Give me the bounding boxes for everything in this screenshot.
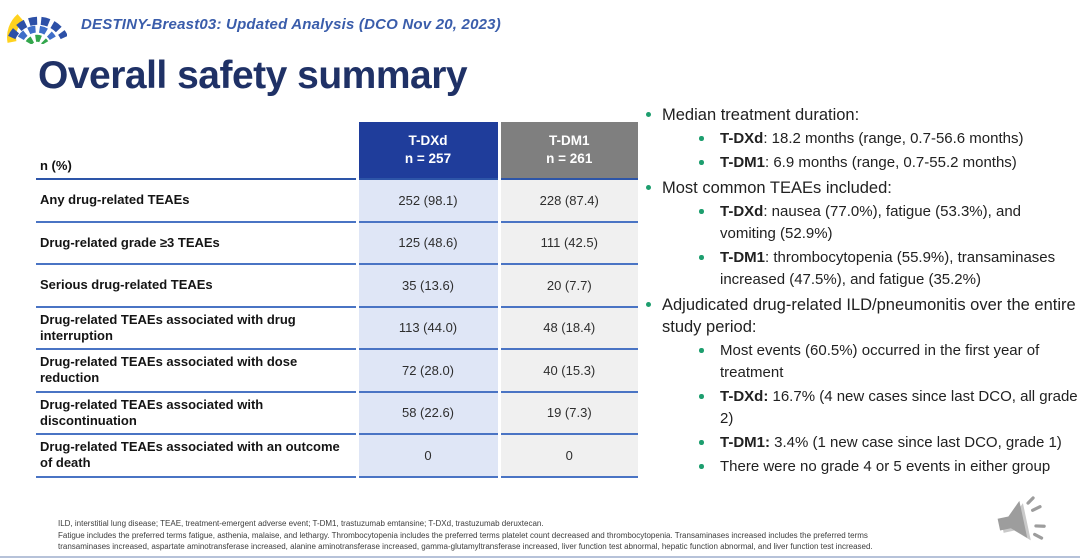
- tdm1-value: 0: [497, 434, 638, 478]
- speaker-icon[interactable]: [988, 493, 1054, 553]
- sub-bullet-item: There were no grade 4 or 5 events in eit…: [684, 456, 1078, 478]
- safety-table: n (%) T-DXd n = 257 T-DM1 n = 261 Any dr…: [36, 122, 638, 478]
- tdm1-n: n = 261: [546, 151, 593, 166]
- bullet-item: Adjudicated drug-related ILD/pneumonitis…: [644, 294, 1078, 478]
- sub-bullet-text: 16.7% (4 new cases since last DCO, all g…: [720, 388, 1078, 427]
- drug-label: T-DM1:: [720, 434, 770, 451]
- sub-bullet-item: T-DXd: 18.2 months (range, 0.7-56.6 mont…: [684, 128, 1078, 150]
- column-header-tdm1: T-DM1 n = 261: [497, 122, 638, 180]
- drug-label: T-DXd: [720, 130, 764, 147]
- drug-label: T-DM1: [720, 249, 765, 266]
- bullet-text: Adjudicated drug-related ILD/pneumonitis…: [662, 296, 1076, 336]
- tdxd-name: T-DXd: [408, 133, 448, 149]
- sub-bullet-text: : 18.2 months (range, 0.7-56.6 months): [763, 130, 1024, 147]
- sub-bullet-text: Most events (60.5%) occurred in the firs…: [720, 342, 1040, 381]
- table-row: Drug-related grade ≥3 TEAEs 125 (48.6) 1…: [36, 221, 638, 265]
- bullet-text: Most common TEAEs included:: [662, 179, 892, 197]
- conference-fan-logo: [7, 14, 67, 44]
- sub-bullet-text: : nausea (77.0%), fatigue (53.3%), and v…: [720, 203, 1022, 242]
- tdxd-value: 35 (13.6): [355, 264, 499, 308]
- sub-bullet-item: Most events (60.5%) occurred in the firs…: [684, 340, 1078, 384]
- page-title: Overall safety summary: [38, 54, 468, 97]
- sub-bullet-item: T-DM1: 6.9 months (range, 0.7-55.2 month…: [684, 152, 1078, 174]
- tdm1-value: 20 (7.7): [497, 264, 638, 308]
- footnotes: ILD, interstitial lung disease; TEAE, tr…: [58, 518, 1068, 553]
- sub-bullet-item: T-DM1: thrombocytopenia (55.9%), transam…: [684, 247, 1078, 291]
- tdxd-value: 0: [355, 434, 499, 478]
- row-label: Drug-related TEAEs associated with dose …: [36, 349, 357, 393]
- tdxd-value: 113 (44.0): [355, 306, 499, 350]
- sub-bullet-text: There were no grade 4 or 5 events in eit…: [720, 458, 1051, 475]
- sub-bullet-text: : thrombocytopenia (55.9%), transaminase…: [720, 249, 1056, 288]
- table-row: Drug-related TEAEs associated with drug …: [36, 306, 638, 350]
- drug-label: T-DXd:: [720, 388, 769, 405]
- sub-bullet-item: T-DM1: 3.4% (1 new case since last DCO, …: [684, 432, 1078, 454]
- tdm1-value: 19 (7.3): [497, 391, 638, 435]
- study-title: DESTINY-Breast03: Updated Analysis (DCO …: [81, 15, 501, 33]
- bullet-item: Most common TEAEs included: T-DXd: nause…: [644, 177, 1078, 291]
- sub-bullet-text: 3.4% (1 new case since last DCO, grade 1…: [770, 434, 1062, 451]
- table-row: Drug-related TEAEs associated with disco…: [36, 391, 638, 435]
- bottom-divider: [0, 556, 1080, 558]
- footnote-line: transaminases increased, aspartate amino…: [58, 542, 873, 551]
- table-row: Drug-related TEAEs associated with an ou…: [36, 434, 638, 478]
- table-row: Any drug-related TEAEs 252 (98.1) 228 (8…: [36, 179, 638, 223]
- tdxd-value: 72 (28.0): [355, 349, 499, 393]
- drug-label: T-DXd: [720, 203, 764, 220]
- table-row: Serious drug-related TEAEs 35 (13.6) 20 …: [36, 264, 638, 308]
- tdm1-value: 40 (15.3): [497, 349, 638, 393]
- footnote-line: ILD, interstitial lung disease; TEAE, tr…: [58, 519, 544, 528]
- row-label: Serious drug-related TEAEs: [36, 264, 357, 308]
- row-label: Drug-related TEAEs associated with an ou…: [36, 434, 357, 478]
- sub-bullet-item: T-DXd: nausea (77.0%), fatigue (53.3%), …: [684, 201, 1078, 245]
- row-header-label: n (%): [36, 122, 357, 180]
- table-row: Drug-related TEAEs associated with dose …: [36, 349, 638, 393]
- tdxd-n: n = 257: [404, 151, 452, 166]
- column-header-tdxd: T-DXd n = 257: [355, 122, 499, 180]
- tdm1-value: 111 (42.5): [497, 221, 638, 265]
- safety-table-container: n (%) T-DXd n = 257 T-DM1 n = 261 Any dr…: [36, 122, 638, 478]
- tdxd-value: 252 (98.1): [355, 179, 499, 223]
- bullet-text: Median treatment duration:: [662, 106, 860, 124]
- row-label: Drug-related TEAEs associated with disco…: [36, 391, 357, 435]
- row-label: Drug-related grade ≥3 TEAEs: [36, 221, 357, 265]
- tdm1-value: 48 (18.4): [497, 306, 638, 350]
- summary-bullets: Median treatment duration: T-DXd: 18.2 m…: [644, 104, 1078, 481]
- sub-bullet-item: T-DXd: 16.7% (4 new cases since last DCO…: [684, 386, 1078, 430]
- tdm1-name: T-DM1: [549, 133, 590, 149]
- table-header-row: n (%) T-DXd n = 257 T-DM1 n = 261: [36, 122, 638, 180]
- footnote-line: Fatigue includes the preferred terms fat…: [58, 530, 868, 540]
- sub-bullet-text: : 6.9 months (range, 0.7-55.2 months): [765, 154, 1017, 171]
- tdxd-value: 125 (48.6): [355, 221, 499, 265]
- slide-header: DESTINY-Breast03: Updated Analysis (DCO …: [7, 4, 501, 44]
- row-label: Any drug-related TEAEs: [36, 179, 357, 223]
- drug-label: T-DM1: [720, 154, 765, 171]
- row-label: Drug-related TEAEs associated with drug …: [36, 306, 357, 350]
- tdxd-value: 58 (22.6): [355, 391, 499, 435]
- bullet-item: Median treatment duration: T-DXd: 18.2 m…: [644, 104, 1078, 174]
- tdm1-value: 228 (87.4): [497, 179, 638, 223]
